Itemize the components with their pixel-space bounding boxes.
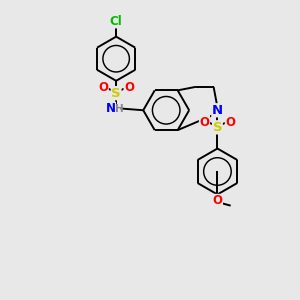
Text: O: O	[124, 81, 134, 94]
Text: S: S	[111, 87, 121, 100]
Text: N: N	[106, 102, 116, 115]
Text: S: S	[213, 121, 222, 134]
Text: H: H	[115, 104, 124, 114]
Text: O: O	[225, 116, 236, 128]
Text: O: O	[200, 116, 209, 128]
Text: O: O	[98, 81, 108, 94]
Text: O: O	[212, 194, 222, 207]
Text: N: N	[212, 104, 223, 117]
Text: Cl: Cl	[110, 15, 122, 28]
